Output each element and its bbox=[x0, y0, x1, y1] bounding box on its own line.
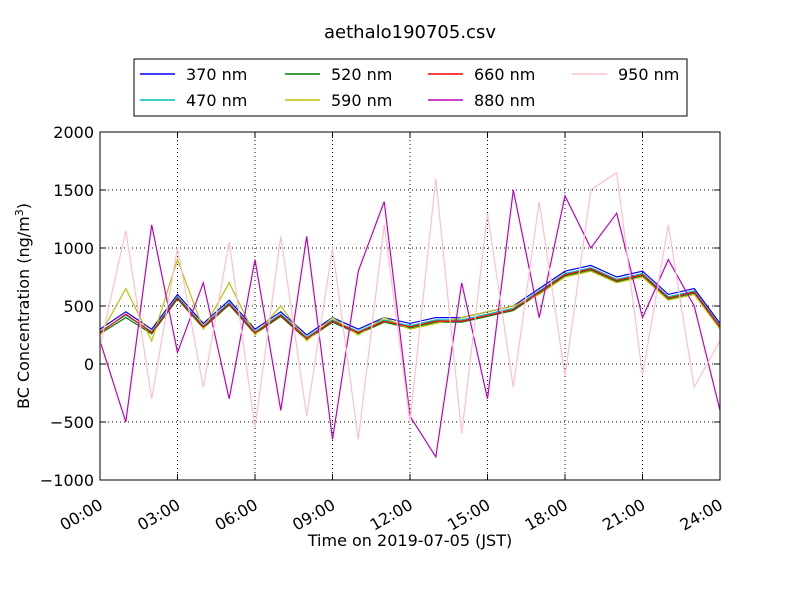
tick-marks bbox=[99, 131, 721, 481]
legend-label-3: 590 nm bbox=[331, 91, 392, 110]
series-line-4 bbox=[99, 268, 721, 340]
legend: 370 nm 470 nm 520 nm 590 nm 660 nm 880 nm 950 … bbox=[133, 58, 688, 117]
x-tick-label-0: 00:00 bbox=[57, 495, 106, 535]
grid bbox=[100, 132, 720, 480]
series-line-0 bbox=[99, 264, 721, 336]
x-tick-labels: 00:00 03:00 06:00 09:00 12:00 15:00 18:00 21:00… bbox=[57, 495, 726, 535]
y-tick-label-6: −1000 bbox=[40, 471, 94, 490]
y-axis-label-main: BC Concentration (ng/m bbox=[14, 216, 33, 409]
x-axis-label: Time on 2019-07-05 (JST) bbox=[307, 531, 512, 550]
x-tick-label-8: 24:00 bbox=[677, 495, 726, 535]
chart-title: aethalo190705.csv bbox=[324, 22, 496, 43]
legend-label-4: 660 nm bbox=[474, 65, 535, 84]
series-lines bbox=[99, 171, 721, 459]
plot-area bbox=[99, 131, 721, 481]
x-tick-label-2: 06:00 bbox=[212, 495, 261, 535]
y-tick-label-4: 0 bbox=[84, 355, 94, 374]
legend-label-2: 520 nm bbox=[331, 65, 392, 84]
legend-label-0: 370 nm bbox=[186, 65, 247, 84]
x-tick-label-5: 15:00 bbox=[444, 495, 493, 535]
x-tick-label-1: 03:00 bbox=[134, 495, 183, 535]
y-axis-label-sup: 3 bbox=[13, 209, 26, 216]
y-tick-label-5: −500 bbox=[50, 413, 94, 432]
legend-frame bbox=[133, 58, 688, 117]
legend-label-6: 950 nm bbox=[618, 65, 679, 84]
series-line-5 bbox=[99, 189, 721, 459]
x-tick-label-3: 09:00 bbox=[289, 495, 338, 535]
x-tick-label-4: 12:00 bbox=[367, 495, 416, 535]
x-tick-label-6: 18:00 bbox=[522, 495, 571, 535]
legend-label-5: 880 nm bbox=[474, 91, 535, 110]
y-axis-label-end: ) bbox=[14, 203, 33, 209]
y-tick-label-1: 1500 bbox=[53, 181, 94, 200]
series-line-1 bbox=[99, 267, 721, 339]
y-tick-labels: 2000 1500 1000 500 0 −500 −1000 bbox=[40, 123, 94, 490]
series-line-3 bbox=[99, 257, 721, 343]
legend-label-1: 470 nm bbox=[186, 91, 247, 110]
series-line-6 bbox=[99, 171, 721, 440]
y-axis-label: BC Concentration (ng/m3) bbox=[13, 203, 33, 409]
y-tick-label-2: 1000 bbox=[53, 239, 94, 258]
x-tick-label-7: 21:00 bbox=[599, 495, 648, 535]
y-tick-label-0: 2000 bbox=[53, 123, 94, 142]
y-tick-label-3: 500 bbox=[63, 297, 94, 316]
